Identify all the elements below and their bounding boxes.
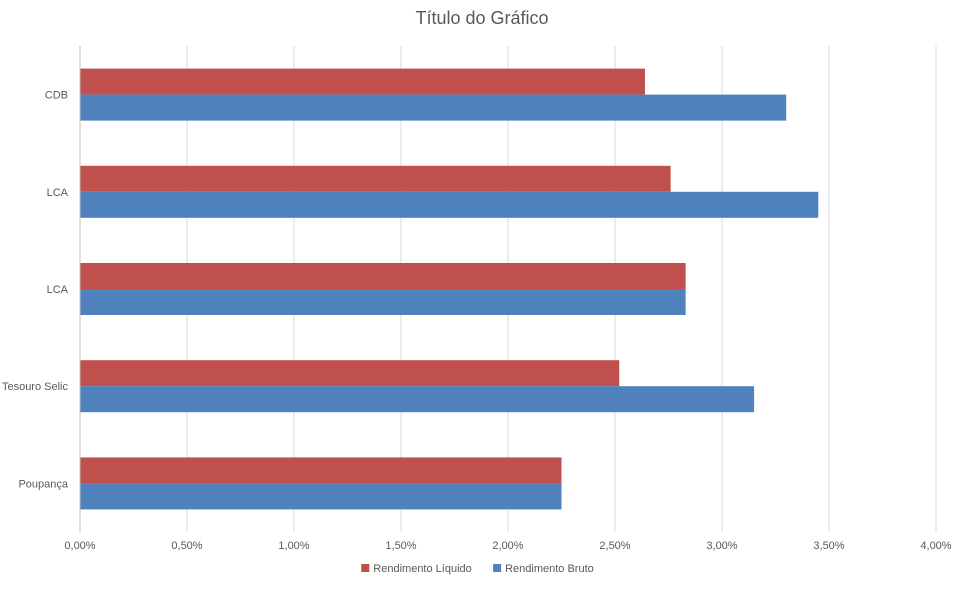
category-label: LCA: [47, 284, 69, 296]
bar-rendimento-bruto: [80, 386, 755, 413]
bar-rendimento-bruto: [80, 191, 819, 218]
bar-rendimento-liquido: [80, 68, 645, 95]
legend: Rendimento Líquido Rendimento Bruto: [361, 563, 594, 575]
category-label: LCA: [47, 187, 69, 199]
legend-label: Rendimento Bruto: [505, 563, 594, 575]
axes: 0,00% 0,50% 1,00% 1,50% 2,00% 2,50% 3,00% 3,50%…: [2, 46, 952, 552]
bar-rendimento-bruto: [80, 289, 686, 315]
x-tick-label: 3,00%: [706, 540, 737, 552]
x-tick-label: 3,50%: [813, 540, 844, 552]
bars: [80, 68, 819, 510]
x-tick-label: 2,00%: [492, 540, 523, 552]
x-tick-label: 0,00%: [64, 540, 95, 552]
legend-swatch: [493, 564, 502, 572]
legend-swatch: [361, 564, 370, 572]
x-tick-label: 4,00%: [920, 540, 951, 552]
bar-rendimento-liquido: [80, 360, 620, 387]
bar-rendimento-liquido: [80, 165, 671, 192]
x-tick-label: 1,50%: [385, 540, 416, 552]
bar-rendimento-liquido: [80, 457, 562, 484]
bar-rendimento-bruto: [80, 483, 562, 510]
x-tick-label: 0,50%: [171, 540, 202, 552]
category-label: Tesouro Selic: [2, 381, 69, 393]
bar-rendimento-liquido: [80, 263, 686, 289]
category-label: Poupança: [18, 478, 68, 490]
x-tick-label: 1,00%: [278, 540, 309, 552]
chart-title: Título do Gráfico: [415, 8, 549, 28]
legend-label: Rendimento Líquido: [373, 563, 471, 575]
category-label: CDB: [45, 90, 68, 102]
bar-rendimento-bruto: [80, 94, 787, 121]
x-tick-label: 2,50%: [599, 540, 630, 552]
